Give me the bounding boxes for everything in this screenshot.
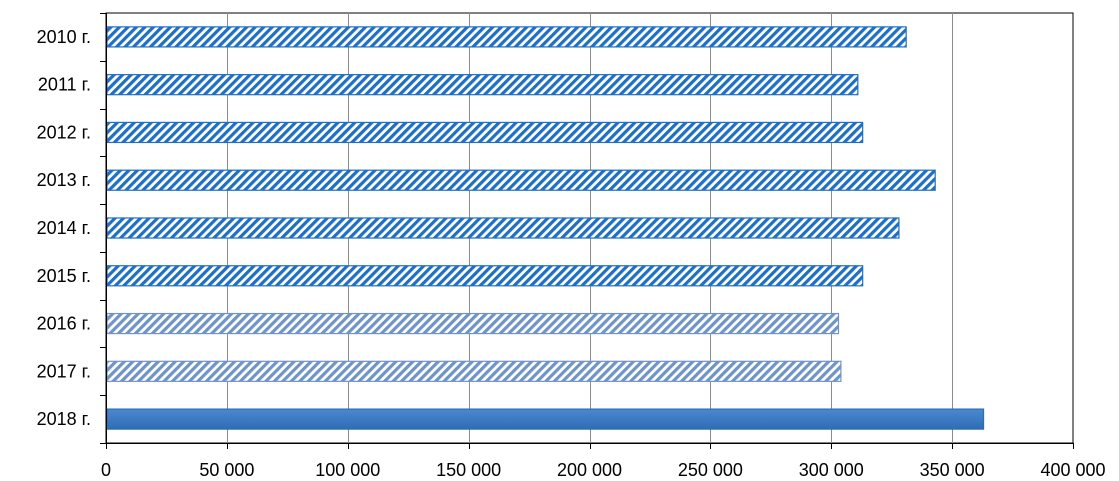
x-tick-label: 300 000 xyxy=(799,460,864,480)
bar-2 xyxy=(106,74,859,96)
bar-8 xyxy=(106,360,842,382)
x-tick-label: 150 000 xyxy=(436,460,501,480)
bar-9 xyxy=(106,408,985,430)
category-label: 2014 г. xyxy=(37,218,91,238)
x-tick-label: 100 000 xyxy=(315,460,380,480)
category-label: 2015 г. xyxy=(37,266,91,286)
x-tick-label: 250 000 xyxy=(678,460,743,480)
value-tick-labels: 0 50 000 100 000 150 000 200 000 250 000 300 0… xyxy=(101,460,1106,480)
category-label: 2016 г. xyxy=(37,314,91,334)
category-label: 2018 г. xyxy=(37,409,91,429)
category-label: 2013 г. xyxy=(37,170,91,190)
bar-7 xyxy=(106,312,840,335)
x-tick-label: 350 000 xyxy=(920,460,985,480)
x-tick-label: 50 000 xyxy=(199,460,254,480)
bar-3 xyxy=(106,121,864,144)
axes xyxy=(100,13,1074,449)
category-label: 2017 г. xyxy=(37,361,91,381)
bar-1 xyxy=(106,26,907,48)
category-label: 2010 г. xyxy=(37,27,91,47)
category-label: 2011 г. xyxy=(38,75,91,95)
category-labels: 2010 г. 2011 г. 2012 г. 2013 г. 2014 г. 2015 … xyxy=(37,27,91,429)
bar-4 xyxy=(106,169,936,191)
x-tick-label: 400 000 xyxy=(1040,460,1105,480)
category-label: 2012 г. xyxy=(37,122,91,142)
bars xyxy=(106,26,985,430)
bar-5 xyxy=(106,217,900,239)
x-tick-label: 200 000 xyxy=(557,460,622,480)
bar-6 xyxy=(106,265,864,287)
x-tick-label: 0 xyxy=(101,460,111,480)
